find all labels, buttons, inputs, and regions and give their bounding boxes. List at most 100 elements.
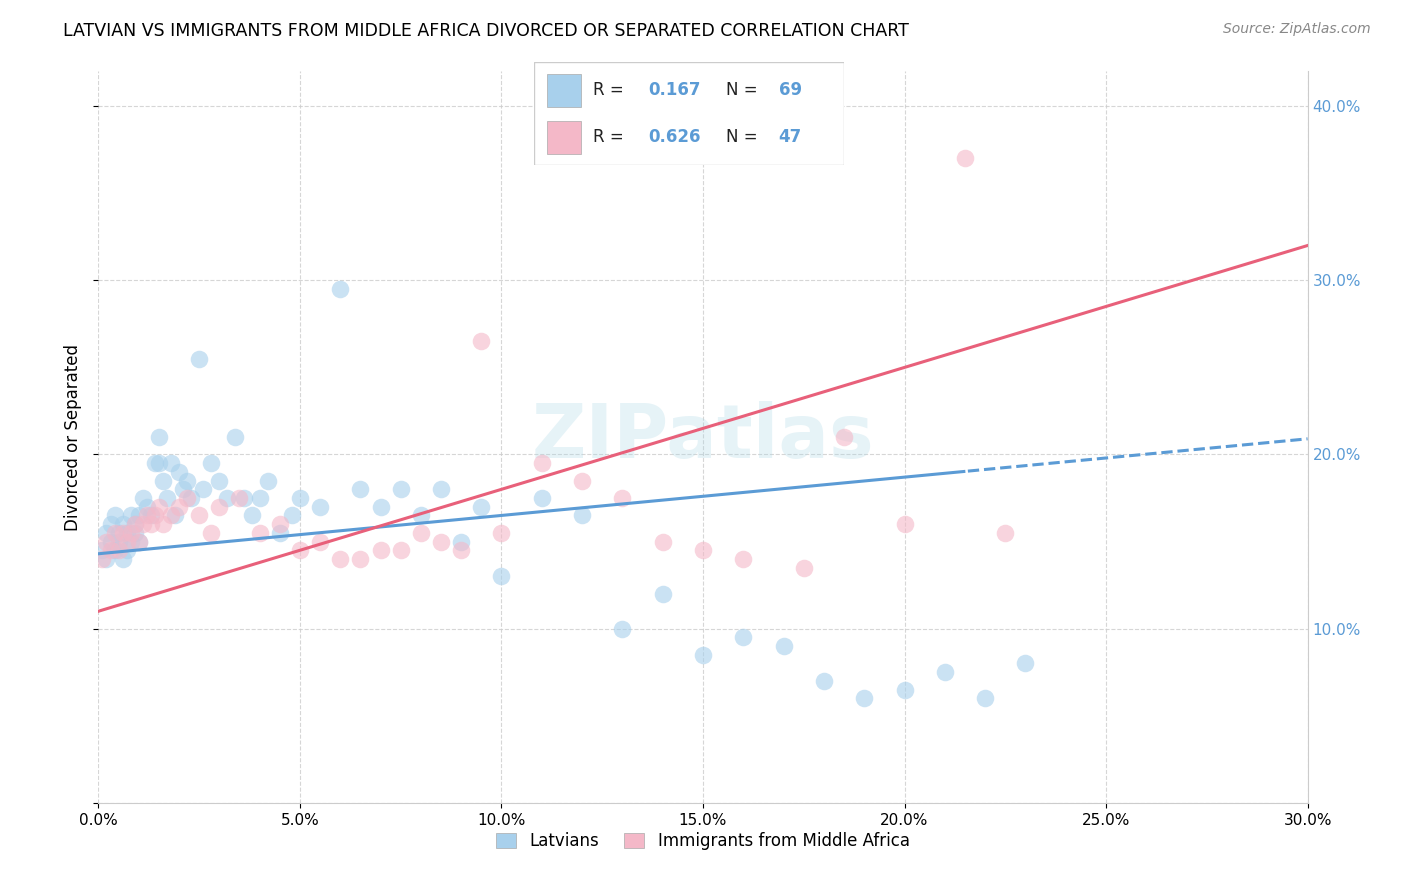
Text: N =: N = [725, 128, 758, 146]
Point [96, 534, 118, 549]
Point [132, 491, 155, 505]
Point [470, 500, 492, 514]
Point [148, 456, 170, 470]
Text: 69: 69 [779, 81, 801, 99]
Point [793, 560, 815, 574]
Point [128, 534, 150, 549]
Point [651, 587, 673, 601]
Y-axis label: Divorced or Separated: Divorced or Separated [65, 343, 83, 531]
Point [156, 491, 179, 505]
Point [100, 543, 122, 558]
Point [974, 691, 997, 706]
Point [228, 491, 250, 505]
Point [120, 534, 142, 549]
Point [389, 543, 412, 558]
Point [530, 491, 553, 505]
Point [288, 491, 311, 505]
Point [100, 534, 122, 549]
Point [240, 508, 263, 523]
Point [409, 525, 432, 540]
Point [409, 508, 432, 523]
Point [692, 543, 714, 558]
Point [120, 508, 142, 523]
Text: LATVIAN VS IMMIGRANTS FROM MIDDLE AFRICA DIVORCED OR SEPARATED CORRELATION CHART: LATVIAN VS IMMIGRANTS FROM MIDDLE AFRICA… [63, 22, 910, 40]
Point [176, 474, 198, 488]
Point [571, 508, 593, 523]
Point [200, 456, 222, 470]
Point [370, 543, 392, 558]
FancyBboxPatch shape [547, 74, 581, 106]
Text: N =: N = [725, 81, 758, 99]
Point [256, 474, 278, 488]
Point [172, 483, 194, 497]
Point [103, 525, 125, 540]
Point [853, 691, 876, 706]
Point [893, 517, 915, 532]
Point [91, 552, 114, 566]
Point [692, 648, 714, 662]
Point [491, 569, 513, 583]
Point [288, 543, 311, 558]
Point [430, 534, 453, 549]
Point [430, 483, 453, 497]
Point [269, 525, 291, 540]
Point [309, 500, 332, 514]
Text: ZIPatlas: ZIPatlas [531, 401, 875, 474]
Point [135, 500, 157, 514]
Point [733, 631, 755, 645]
Text: 0.626: 0.626 [648, 128, 702, 146]
Point [370, 500, 392, 514]
Point [934, 665, 956, 680]
Point [893, 682, 915, 697]
FancyBboxPatch shape [547, 121, 581, 153]
Point [135, 508, 157, 523]
Text: R =: R = [593, 128, 624, 146]
Point [91, 543, 114, 558]
Point [107, 525, 129, 540]
Point [120, 525, 142, 540]
Point [329, 552, 352, 566]
Point [491, 525, 513, 540]
Point [269, 517, 291, 532]
Point [160, 508, 183, 523]
Point [139, 508, 162, 523]
Point [188, 351, 211, 366]
Point [107, 534, 129, 549]
Point [450, 534, 472, 549]
Point [994, 525, 1017, 540]
Point [612, 491, 634, 505]
Point [128, 534, 150, 549]
Point [389, 483, 412, 497]
Point [232, 491, 254, 505]
Point [152, 474, 174, 488]
Point [249, 525, 271, 540]
Legend: Latvians, Immigrants from Middle Africa: Latvians, Immigrants from Middle Africa [489, 825, 917, 856]
Text: R =: R = [593, 81, 624, 99]
Point [152, 517, 174, 532]
Point [953, 152, 976, 166]
Point [167, 500, 190, 514]
Point [1014, 657, 1036, 671]
Point [200, 525, 222, 540]
Point [224, 430, 246, 444]
Point [180, 491, 202, 505]
Point [148, 430, 170, 444]
Point [167, 465, 190, 479]
Point [217, 491, 239, 505]
Point [571, 474, 593, 488]
Point [107, 543, 129, 558]
Point [208, 474, 231, 488]
Point [111, 517, 134, 532]
Point [163, 508, 186, 523]
Point [115, 525, 138, 540]
Point [208, 500, 231, 514]
Point [143, 456, 166, 470]
Point [349, 552, 371, 566]
Point [139, 517, 162, 532]
Text: Source: ZipAtlas.com: Source: ZipAtlas.com [1223, 22, 1371, 37]
Point [132, 517, 155, 532]
Point [470, 334, 492, 349]
Text: 0.167: 0.167 [648, 81, 702, 99]
Point [143, 508, 166, 523]
Point [651, 534, 673, 549]
